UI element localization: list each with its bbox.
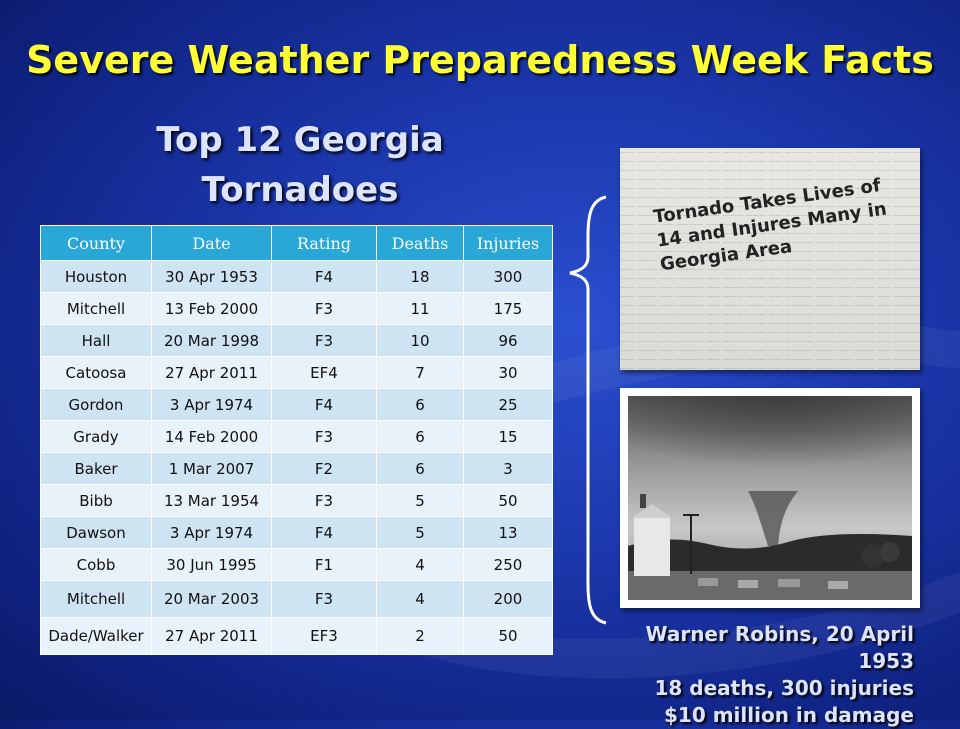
- table-row: Grady 14 Feb 2000 F3 6 15: [40, 420, 553, 453]
- header-rating: Rating: [271, 225, 377, 261]
- cell-date: 27 Apr 2011: [151, 356, 272, 389]
- cell-deaths: 2: [376, 617, 464, 655]
- cell-rating: F2: [271, 452, 377, 485]
- cell-county: Houston: [40, 260, 152, 293]
- caption-line-2: 18 deaths, 300 injuries: [654, 676, 914, 700]
- table-row: Mitchell 20 Mar 2003 F3 4 200: [40, 580, 553, 618]
- cell-county: Baker: [40, 452, 152, 485]
- cell-injuries: 300: [463, 260, 553, 293]
- cell-county: Hall: [40, 324, 152, 357]
- cell-date: 3 Apr 1974: [151, 388, 272, 421]
- cell-deaths: 11: [376, 292, 464, 325]
- table-row: Houston 30 Apr 1953 F4 18 300: [40, 260, 553, 293]
- table-row: Catoosa 27 Apr 2011 EF4 7 30: [40, 356, 553, 389]
- cell-injuries: 50: [463, 617, 553, 655]
- cell-date: 3 Apr 1974: [151, 516, 272, 549]
- table-row: Cobb 30 Jun 1995 F1 4 250: [40, 548, 553, 581]
- cell-county: Dawson: [40, 516, 152, 549]
- table-row: Dade/Walker 27 Apr 2011 EF3 2 50: [40, 617, 553, 655]
- cell-injuries: 50: [463, 484, 553, 517]
- table-row: Gordon 3 Apr 1974 F4 6 25: [40, 388, 553, 421]
- cell-rating: F4: [271, 260, 377, 293]
- cell-injuries: 200: [463, 580, 553, 618]
- cell-date: 1 Mar 2007: [151, 452, 272, 485]
- cell-rating: F4: [271, 388, 377, 421]
- header-deaths: Deaths: [376, 225, 464, 261]
- cell-county: Dade/Walker: [40, 617, 152, 655]
- cell-injuries: 30: [463, 356, 553, 389]
- slide-title: Severe Weather Preparedness Week Facts: [26, 38, 934, 82]
- photo-caption: Warner Robins, 20 April 1953 18 deaths, …: [600, 621, 914, 729]
- table-header-row: County Date Rating Deaths Injuries: [40, 225, 553, 261]
- header-date: Date: [151, 225, 272, 261]
- cell-deaths: 6: [376, 388, 464, 421]
- caption-line-1: Warner Robins, 20 April 1953: [645, 622, 914, 673]
- cell-county: Cobb: [40, 548, 152, 581]
- newspaper-clipping: —— ——— —— ———— —— ——— ——— —— ———— ——— ——…: [620, 148, 920, 370]
- cell-deaths: 5: [376, 516, 464, 549]
- cell-date: 14 Feb 2000: [151, 420, 272, 453]
- tornado-image: [628, 396, 912, 600]
- subtitle-line-1: Top 12 Georgia Tornadoes: [156, 120, 444, 210]
- cell-rating: F3: [271, 484, 377, 517]
- tornado-table: County Date Rating Deaths Injuries Houst…: [40, 225, 553, 655]
- tornado-photo: [620, 388, 920, 608]
- cell-injuries: 175: [463, 292, 553, 325]
- cell-deaths: 5: [376, 484, 464, 517]
- cell-date: 13 Feb 2000: [151, 292, 272, 325]
- cell-injuries: 3: [463, 452, 553, 485]
- cell-date: 30 Jun 1995: [151, 548, 272, 581]
- cell-rating: EF4: [271, 356, 377, 389]
- table-row: Hall 20 Mar 1998 F3 10 96: [40, 324, 553, 357]
- cell-deaths: 18: [376, 260, 464, 293]
- table-row: Bibb 13 Mar 1954 F3 5 50: [40, 484, 553, 517]
- cell-deaths: 4: [376, 548, 464, 581]
- table-row: Dawson 3 Apr 1974 F4 5 13: [40, 516, 553, 549]
- cell-county: Bibb: [40, 484, 152, 517]
- cell-deaths: 6: [376, 420, 464, 453]
- cell-rating: F3: [271, 580, 377, 618]
- cell-rating: F3: [271, 420, 377, 453]
- cell-deaths: 10: [376, 324, 464, 357]
- cell-rating: F3: [271, 324, 377, 357]
- cell-injuries: 25: [463, 388, 553, 421]
- header-injuries: Injuries: [463, 225, 553, 261]
- cell-county: Grady: [40, 420, 152, 453]
- cell-injuries: 13: [463, 516, 553, 549]
- table-row: Mitchell 13 Feb 2000 F3 11 175: [40, 292, 553, 325]
- cell-county: Gordon: [40, 388, 152, 421]
- cell-injuries: 250: [463, 548, 553, 581]
- cell-rating: F4: [271, 516, 377, 549]
- cell-county: Catoosa: [40, 356, 152, 389]
- caption-line-3: $10 million in damage: [664, 703, 914, 727]
- table-row: Baker 1 Mar 2007 F2 6 3: [40, 452, 553, 485]
- cell-date: 13 Mar 1954: [151, 484, 272, 517]
- cell-injuries: 96: [463, 324, 553, 357]
- cell-date: 20 Mar 1998: [151, 324, 272, 357]
- cell-date: 20 Mar 2003: [151, 580, 272, 618]
- cell-deaths: 6: [376, 452, 464, 485]
- curly-brace-icon: [569, 195, 607, 625]
- cell-county: Mitchell: [40, 292, 152, 325]
- cell-injuries: 15: [463, 420, 553, 453]
- newsprint-texture: —— ——— —— ———— —— ——— ——— —— ———— ——— ——…: [620, 148, 920, 370]
- cell-rating: EF3: [271, 617, 377, 655]
- cell-deaths: 4: [376, 580, 464, 618]
- cell-deaths: 7: [376, 356, 464, 389]
- cell-county: Mitchell: [40, 580, 152, 618]
- header-county: County: [40, 225, 152, 261]
- cell-date: 30 Apr 1953: [151, 260, 272, 293]
- cell-rating: F1: [271, 548, 377, 581]
- cell-date: 27 Apr 2011: [151, 617, 272, 655]
- cell-rating: F3: [271, 292, 377, 325]
